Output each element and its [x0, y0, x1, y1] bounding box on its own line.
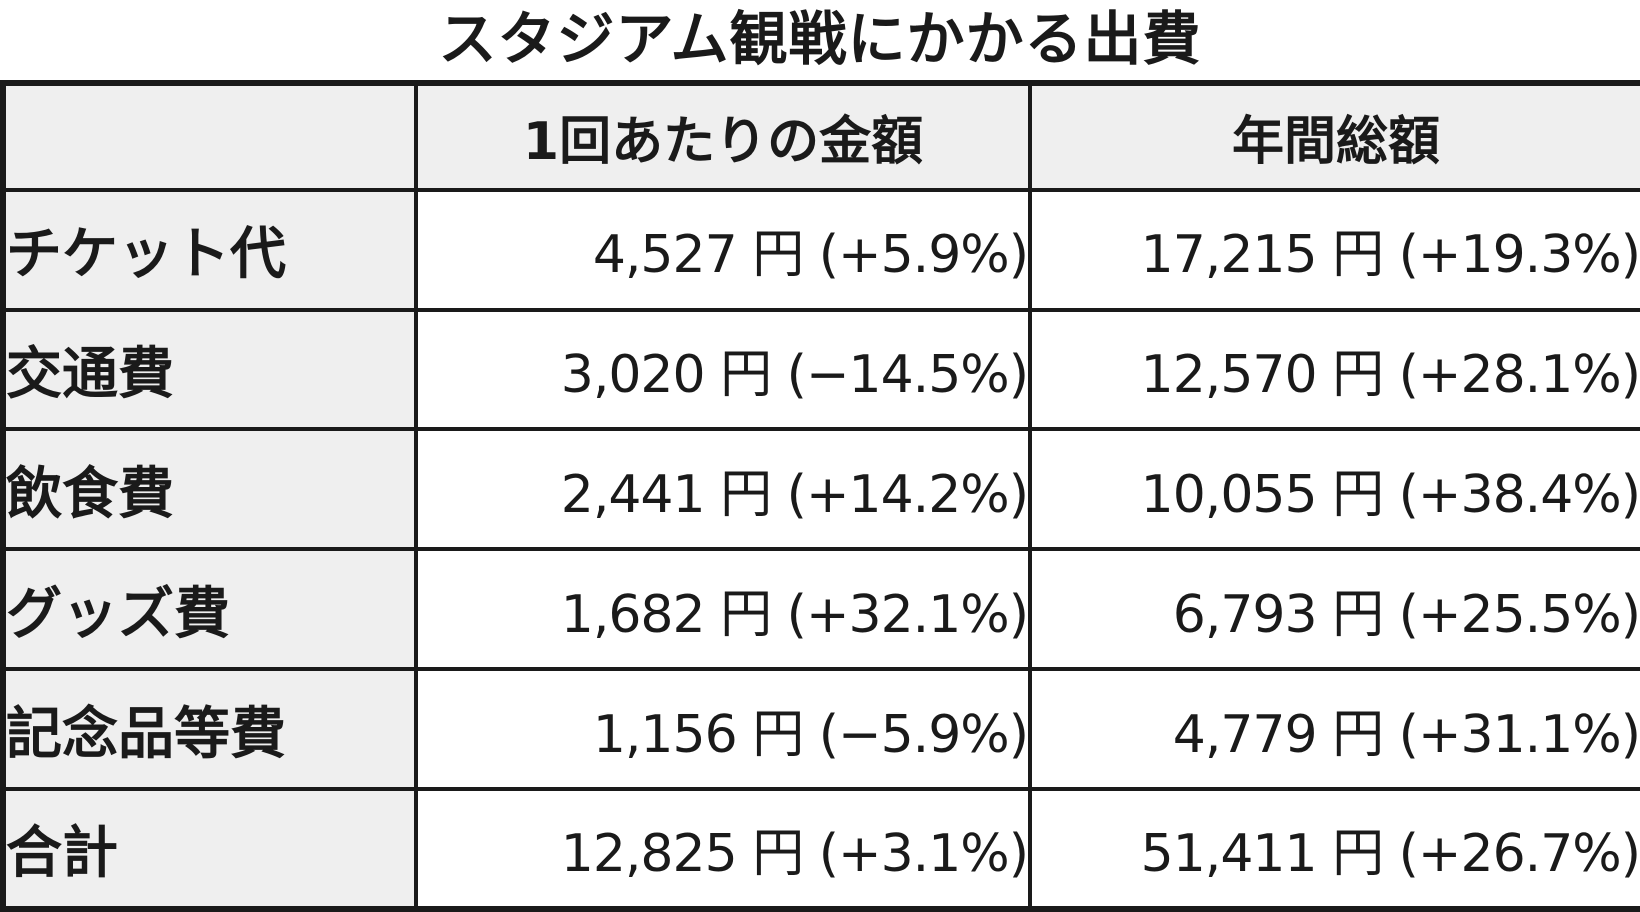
- annual-value: 17,215 円 (+19.3%): [1028, 187, 1640, 312]
- per-visit-value: 2,441 円 (+14.2%): [414, 427, 1032, 552]
- row-label: 記念品等費: [1, 667, 418, 792]
- annual-value: 4,779 円 (+31.1%): [1028, 667, 1640, 792]
- table-row: グッズ費 1,682 円 (+32.1%) 6,793 円 (+25.5%): [1, 547, 1640, 672]
- header-empty-cell: [1, 81, 418, 192]
- total-row: 合計 12,825 円 (+3.1%) 51,411 円 (+26.7%): [1, 787, 1640, 911]
- row-label: グッズ費: [1, 547, 418, 672]
- table-title: スタジアム観戦にかかる出費: [438, 5, 1202, 73]
- annual-value: 6,793 円 (+25.5%): [1028, 547, 1640, 672]
- annual-value: 10,055 円 (+38.4%): [1028, 427, 1640, 552]
- per-visit-value: 12,825 円 (+3.1%): [414, 787, 1032, 911]
- row-label: 飲食費: [1, 427, 418, 552]
- expense-table: 1回あたりの金額 年間総額 チケット代 4,527 円 (+5.9%) 17,2…: [0, 80, 1640, 912]
- row-label: 合計: [1, 787, 418, 911]
- header-annual-total: 年間総額: [1028, 81, 1640, 192]
- per-visit-value: 1,682 円 (+32.1%): [414, 547, 1032, 672]
- table-row: 交通費 3,020 円 (−14.5%) 12,570 円 (+28.1%): [1, 307, 1640, 432]
- per-visit-value: 4,527 円 (+5.9%): [414, 187, 1032, 312]
- annual-value: 51,411 円 (+26.7%): [1028, 787, 1640, 911]
- table-row: チケット代 4,527 円 (+5.9%) 17,215 円 (+19.3%): [1, 187, 1640, 312]
- row-label: 交通費: [1, 307, 418, 432]
- annual-value: 12,570 円 (+28.1%): [1028, 307, 1640, 432]
- per-visit-value: 1,156 円 (−5.9%): [414, 667, 1032, 792]
- per-visit-value: 3,020 円 (−14.5%): [414, 307, 1032, 432]
- header-row: 1回あたりの金額 年間総額: [1, 81, 1640, 192]
- table-row: 記念品等費 1,156 円 (−5.9%) 4,779 円 (+31.1%): [1, 667, 1640, 792]
- header-per-visit: 1回あたりの金額: [414, 81, 1032, 192]
- table-row: 飲食費 2,441 円 (+14.2%) 10,055 円 (+38.4%): [1, 427, 1640, 552]
- row-label: チケット代: [1, 187, 418, 312]
